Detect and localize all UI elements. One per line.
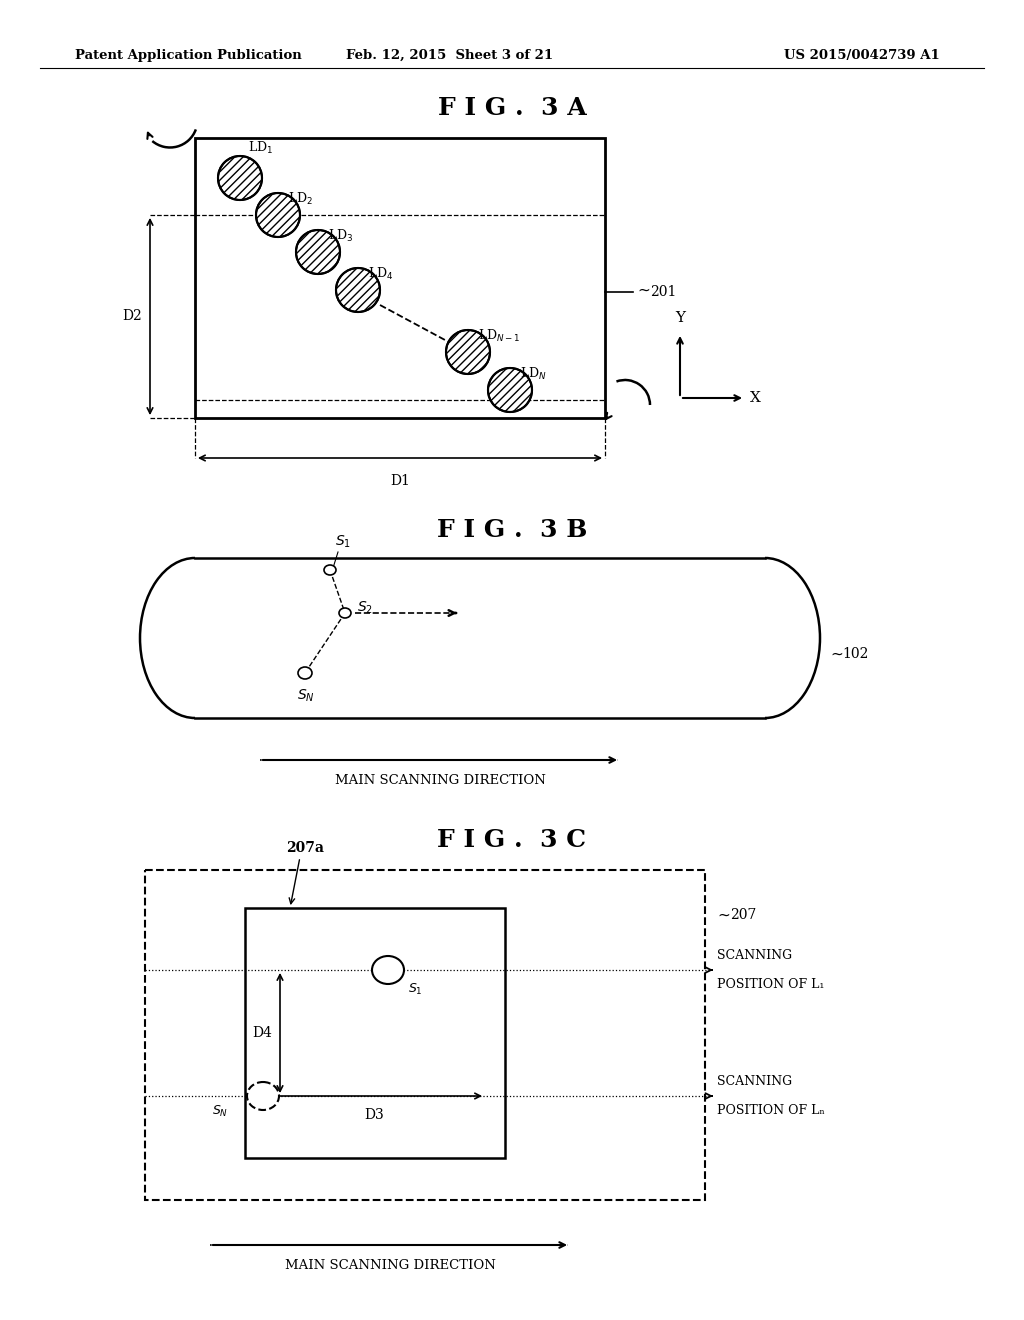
Text: LD$_N$: LD$_N$ [520, 366, 547, 381]
Text: MAIN SCANNING DIRECTION: MAIN SCANNING DIRECTION [335, 774, 546, 787]
Text: LD$_{N-1}$: LD$_{N-1}$ [478, 327, 520, 345]
Text: 207: 207 [730, 908, 757, 921]
Ellipse shape [339, 609, 351, 618]
Ellipse shape [488, 368, 532, 412]
Ellipse shape [256, 193, 300, 238]
Text: X: X [750, 391, 761, 405]
Text: POSITION OF Lₙ: POSITION OF Lₙ [717, 1104, 825, 1117]
Text: LD$_3$: LD$_3$ [328, 228, 353, 244]
Text: MAIN SCANNING DIRECTION: MAIN SCANNING DIRECTION [285, 1259, 496, 1272]
Text: 102: 102 [842, 647, 868, 661]
Ellipse shape [324, 565, 336, 576]
Text: LD$_4$: LD$_4$ [368, 265, 393, 282]
Text: $S_N$: $S_N$ [212, 1104, 228, 1119]
Text: ~: ~ [830, 647, 843, 661]
Text: F I G .  3 A: F I G . 3 A [437, 96, 587, 120]
Text: US 2015/0042739 A1: US 2015/0042739 A1 [784, 49, 940, 62]
Bar [145, 870, 705, 1200]
Ellipse shape [372, 956, 404, 983]
Text: SCANNING: SCANNING [717, 1074, 793, 1088]
Text: D2: D2 [122, 309, 142, 323]
Text: Feb. 12, 2015  Sheet 3 of 21: Feb. 12, 2015 Sheet 3 of 21 [346, 49, 554, 62]
Text: Patent Application Publication: Patent Application Publication [75, 49, 302, 62]
Text: POSITION OF L₁: POSITION OF L₁ [717, 978, 824, 991]
Ellipse shape [218, 156, 262, 201]
Text: 201: 201 [650, 285, 677, 300]
Text: D3: D3 [365, 1107, 384, 1122]
Text: $S_2$: $S_2$ [357, 599, 373, 616]
Text: SCANNING: SCANNING [717, 949, 793, 962]
Text: F I G .  3 C: F I G . 3 C [437, 828, 587, 851]
Text: F I G .  3 B: F I G . 3 B [437, 517, 587, 543]
Text: ~: ~ [637, 282, 650, 297]
Ellipse shape [446, 330, 490, 374]
Ellipse shape [296, 230, 340, 275]
Text: $S_1$: $S_1$ [335, 533, 351, 550]
Ellipse shape [247, 1082, 279, 1110]
Bar [195, 558, 765, 718]
Text: D4: D4 [252, 1026, 272, 1040]
Ellipse shape [298, 667, 312, 678]
Ellipse shape [336, 268, 380, 312]
Text: D1: D1 [390, 474, 410, 488]
Text: $S_1$: $S_1$ [408, 982, 423, 997]
Text: LD$_1$: LD$_1$ [248, 140, 273, 156]
Bar [245, 908, 505, 1158]
Bar [195, 139, 605, 418]
Text: $S_N$: $S_N$ [297, 688, 314, 705]
Text: Y: Y [675, 312, 685, 325]
Text: 207a: 207a [286, 841, 324, 855]
Text: LD$_2$: LD$_2$ [288, 191, 313, 207]
Text: ~: ~ [717, 908, 730, 923]
